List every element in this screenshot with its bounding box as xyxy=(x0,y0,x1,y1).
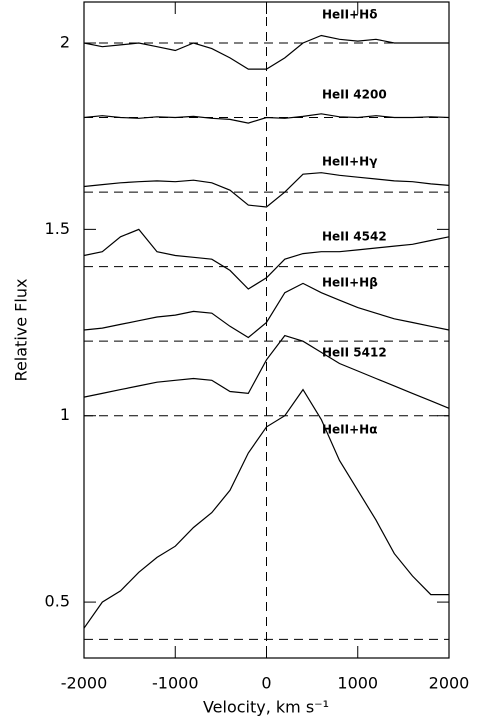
x-axis-label: Velocity, km s⁻¹ xyxy=(203,698,329,717)
spectrum-line xyxy=(83,388,449,629)
line-label: HeII 4542 xyxy=(322,230,387,244)
line-label: HeII+Hδ xyxy=(322,8,377,22)
spectrum-line xyxy=(83,228,450,290)
x-tick-label: -2000 xyxy=(61,674,108,693)
y-tick-label: 2 xyxy=(60,33,70,52)
spectrum-line xyxy=(83,282,450,339)
line-label: HeII+Hα xyxy=(322,423,377,437)
line-label: HeII 4200 xyxy=(322,88,387,102)
spectrum-line xyxy=(83,172,450,208)
x-tick-label: 2000 xyxy=(429,674,470,693)
y-tick-label: 1.5 xyxy=(45,219,70,238)
line-label: HeII+Hβ xyxy=(322,276,378,290)
x-tick-label: 1000 xyxy=(337,674,378,693)
spectrum-line xyxy=(83,34,449,70)
y-tick-label: 1 xyxy=(60,405,70,424)
y-tick-label: 0.5 xyxy=(45,592,70,611)
spectrum-line xyxy=(83,334,450,409)
line-label: HeII+Hγ xyxy=(322,155,377,169)
x-tick-label: 0 xyxy=(261,674,271,693)
y-axis-label: Relative Flux xyxy=(12,279,31,382)
line-label: HeII 5412 xyxy=(322,346,387,360)
spectrum-line xyxy=(83,113,450,124)
x-tick-label: -1000 xyxy=(152,674,199,693)
